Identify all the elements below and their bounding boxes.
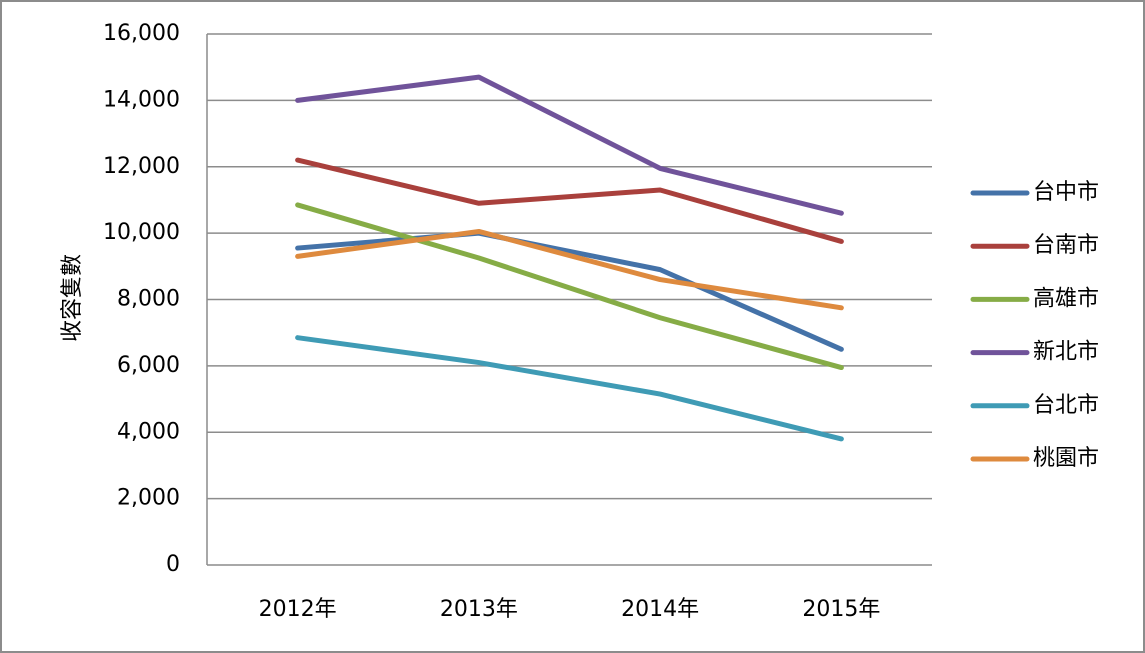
legend-item: 新北市: [970, 340, 1099, 365]
grid-lines: [206, 33, 932, 566]
legend-label: 桃園市: [1033, 446, 1099, 471]
series-line-0: [295, 230, 844, 352]
legend-item: 台中市: [970, 180, 1099, 205]
legend-label: 台北市: [1033, 393, 1099, 418]
legend-label: 高雄市: [1033, 286, 1099, 311]
y-tick-label: 4,000: [117, 419, 180, 444]
legend-label: 新北市: [1033, 340, 1099, 365]
y-tick-label: 2,000: [117, 486, 180, 511]
legend-item: 台北市: [970, 393, 1099, 418]
y-axis-label: 收容隻數: [60, 254, 85, 342]
series-lines: [295, 74, 844, 442]
x-tick-labels: 2012年 2013年 2014年 2015年: [259, 597, 881, 622]
y-tick-label: 0: [166, 552, 180, 577]
legend-item: 桃園市: [970, 446, 1099, 471]
y-tick-label: 12,000: [103, 154, 180, 179]
series-line-2: [295, 202, 844, 371]
series-line-4: [295, 335, 844, 442]
y-tick-label: 14,000: [103, 87, 180, 112]
legend-item: 台南市: [970, 233, 1099, 258]
legend-item: 高雄市: [970, 286, 1099, 311]
y-tick-label: 8,000: [117, 287, 180, 312]
y-tick-label: 6,000: [117, 353, 180, 378]
x-tick-label: 2015年: [802, 597, 880, 622]
y-tick-labels: 0 2,000 4,000 6,000 8,000 10,000 12,000 14,000 1…: [103, 21, 180, 577]
x-tick-label: 2014年: [621, 597, 699, 622]
x-tick-label: 2013年: [440, 597, 518, 622]
y-tick-label: 10,000: [103, 220, 180, 245]
legend-label: 台南市: [1033, 233, 1099, 258]
x-tick-label: 2012年: [259, 597, 337, 622]
y-tick-label: 16,000: [103, 21, 180, 46]
legend-label: 台中市: [1033, 180, 1099, 205]
series-line-1: [295, 157, 844, 244]
series-line-3: [295, 74, 844, 216]
series-line-5: [295, 228, 844, 311]
